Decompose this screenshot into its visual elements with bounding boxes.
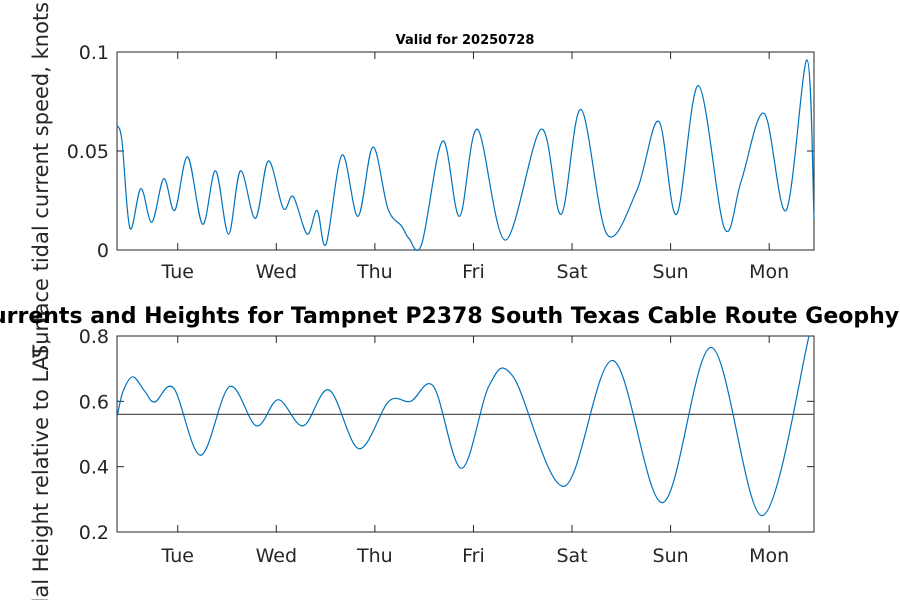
current-speed-series-line <box>116 59 815 251</box>
x-tick-label: Sun <box>653 545 689 567</box>
current-speed-axes: 0 0.05 0.1 Tue Wed Thu Fri Sat Sun Mon Valid for … <box>29 2 815 358</box>
x-tick-label: Mon <box>749 545 789 567</box>
current-speed-title: Valid for 20250728 <box>396 33 535 48</box>
current-speed-plot-area <box>116 51 815 251</box>
tidal-height-series-line <box>116 335 810 517</box>
x-tick-label: Tue <box>161 261 194 283</box>
current-speed-ticks: 0 0.05 0.1 Tue Wed Thu Fri Sat Sun Mon <box>67 42 814 283</box>
x-tick-label: Sat <box>556 261 587 283</box>
y-tick-label: 0.8 <box>79 326 109 348</box>
x-tick-label: Thu <box>356 545 393 567</box>
tidal-height-ylabel: Tidal Height relative to LAT, m <box>29 311 53 600</box>
y-tick-label: 0.1 <box>79 42 109 64</box>
tidal-height-ticks: 0.2 0.4 0.6 0.8 Tue Wed Thu Fri Sat Sun Mon <box>79 326 814 567</box>
x-tick-label: Mon <box>749 261 789 283</box>
tidal-height-plot-area <box>116 335 815 533</box>
tidal-height-axes: 0.2 0.4 0.6 0.8 Tue Wed Thu Fri Sat Sun Mon Tidal … <box>29 311 815 600</box>
x-tick-label: Fri <box>462 545 485 567</box>
current-speed-ylabel: Surface tidal current speed, knots <box>29 2 53 358</box>
y-tick-label: 0.2 <box>79 522 109 544</box>
y-tick-label: 0 <box>97 240 109 262</box>
x-tick-label: Thu <box>356 261 393 283</box>
y-tick-label: 0.4 <box>79 457 109 479</box>
figure-main-title: Currents and Heights for Tampnet P2378 S… <box>0 304 900 329</box>
x-tick-label: Sat <box>556 545 587 567</box>
y-tick-label: 0.05 <box>67 141 109 163</box>
x-tick-label: Fri <box>462 261 485 283</box>
x-tick-label: Tue <box>161 545 194 567</box>
x-tick-label: Sun <box>653 261 689 283</box>
y-tick-label: 0.6 <box>79 391 109 413</box>
x-tick-label: Wed <box>256 261 297 283</box>
x-tick-label: Wed <box>256 545 297 567</box>
